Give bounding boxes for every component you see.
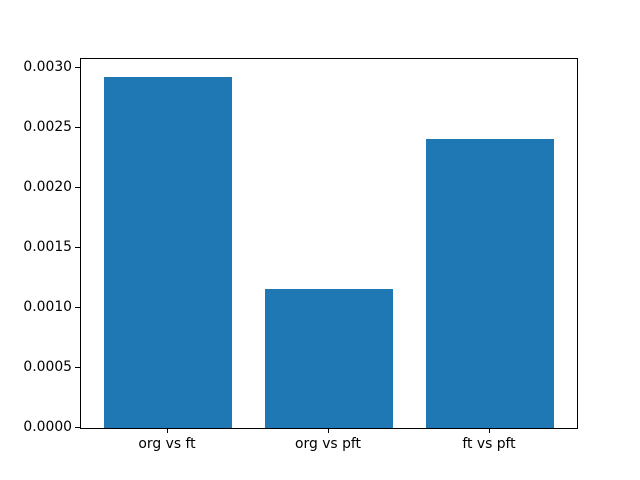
y-axis-tick-mark bbox=[75, 127, 80, 129]
y-axis-tick-mark bbox=[75, 427, 80, 428]
x-axis-tick-label: org vs ft bbox=[138, 436, 196, 452]
x-axis-tick-mark bbox=[167, 428, 168, 433]
y-axis-tick-mark bbox=[75, 367, 80, 368]
bar-ft-vs-pft bbox=[425, 139, 555, 428]
y-axis-tick-label: 0.0005 bbox=[23, 359, 72, 375]
y-axis-tick-mark bbox=[75, 67, 80, 69]
x-axis-tick-label: ft vs pft bbox=[462, 436, 516, 452]
bar-org-vs-ft bbox=[103, 76, 233, 428]
y-axis-tick-mark bbox=[75, 307, 80, 309]
bar-org-vs-pft bbox=[264, 288, 394, 428]
y-axis-tick-mark bbox=[75, 187, 80, 189]
y-axis-tick-label: 0.0030 bbox=[23, 59, 72, 76]
y-axis-tick-mark bbox=[75, 247, 80, 249]
y-axis-tick-label: 0.0015 bbox=[23, 239, 72, 256]
y-axis-tick-label: 0.0010 bbox=[23, 299, 72, 316]
plot-area bbox=[80, 58, 578, 429]
y-axis-tick-label: 0.0000 bbox=[23, 419, 72, 435]
x-axis-tick-label: org vs pft bbox=[295, 436, 361, 452]
y-axis-tick-label: 0.0020 bbox=[23, 179, 72, 196]
x-axis-tick-mark bbox=[328, 428, 329, 433]
y-axis-tick-label: 0.0025 bbox=[23, 119, 72, 136]
x-axis-tick-mark bbox=[489, 428, 490, 433]
